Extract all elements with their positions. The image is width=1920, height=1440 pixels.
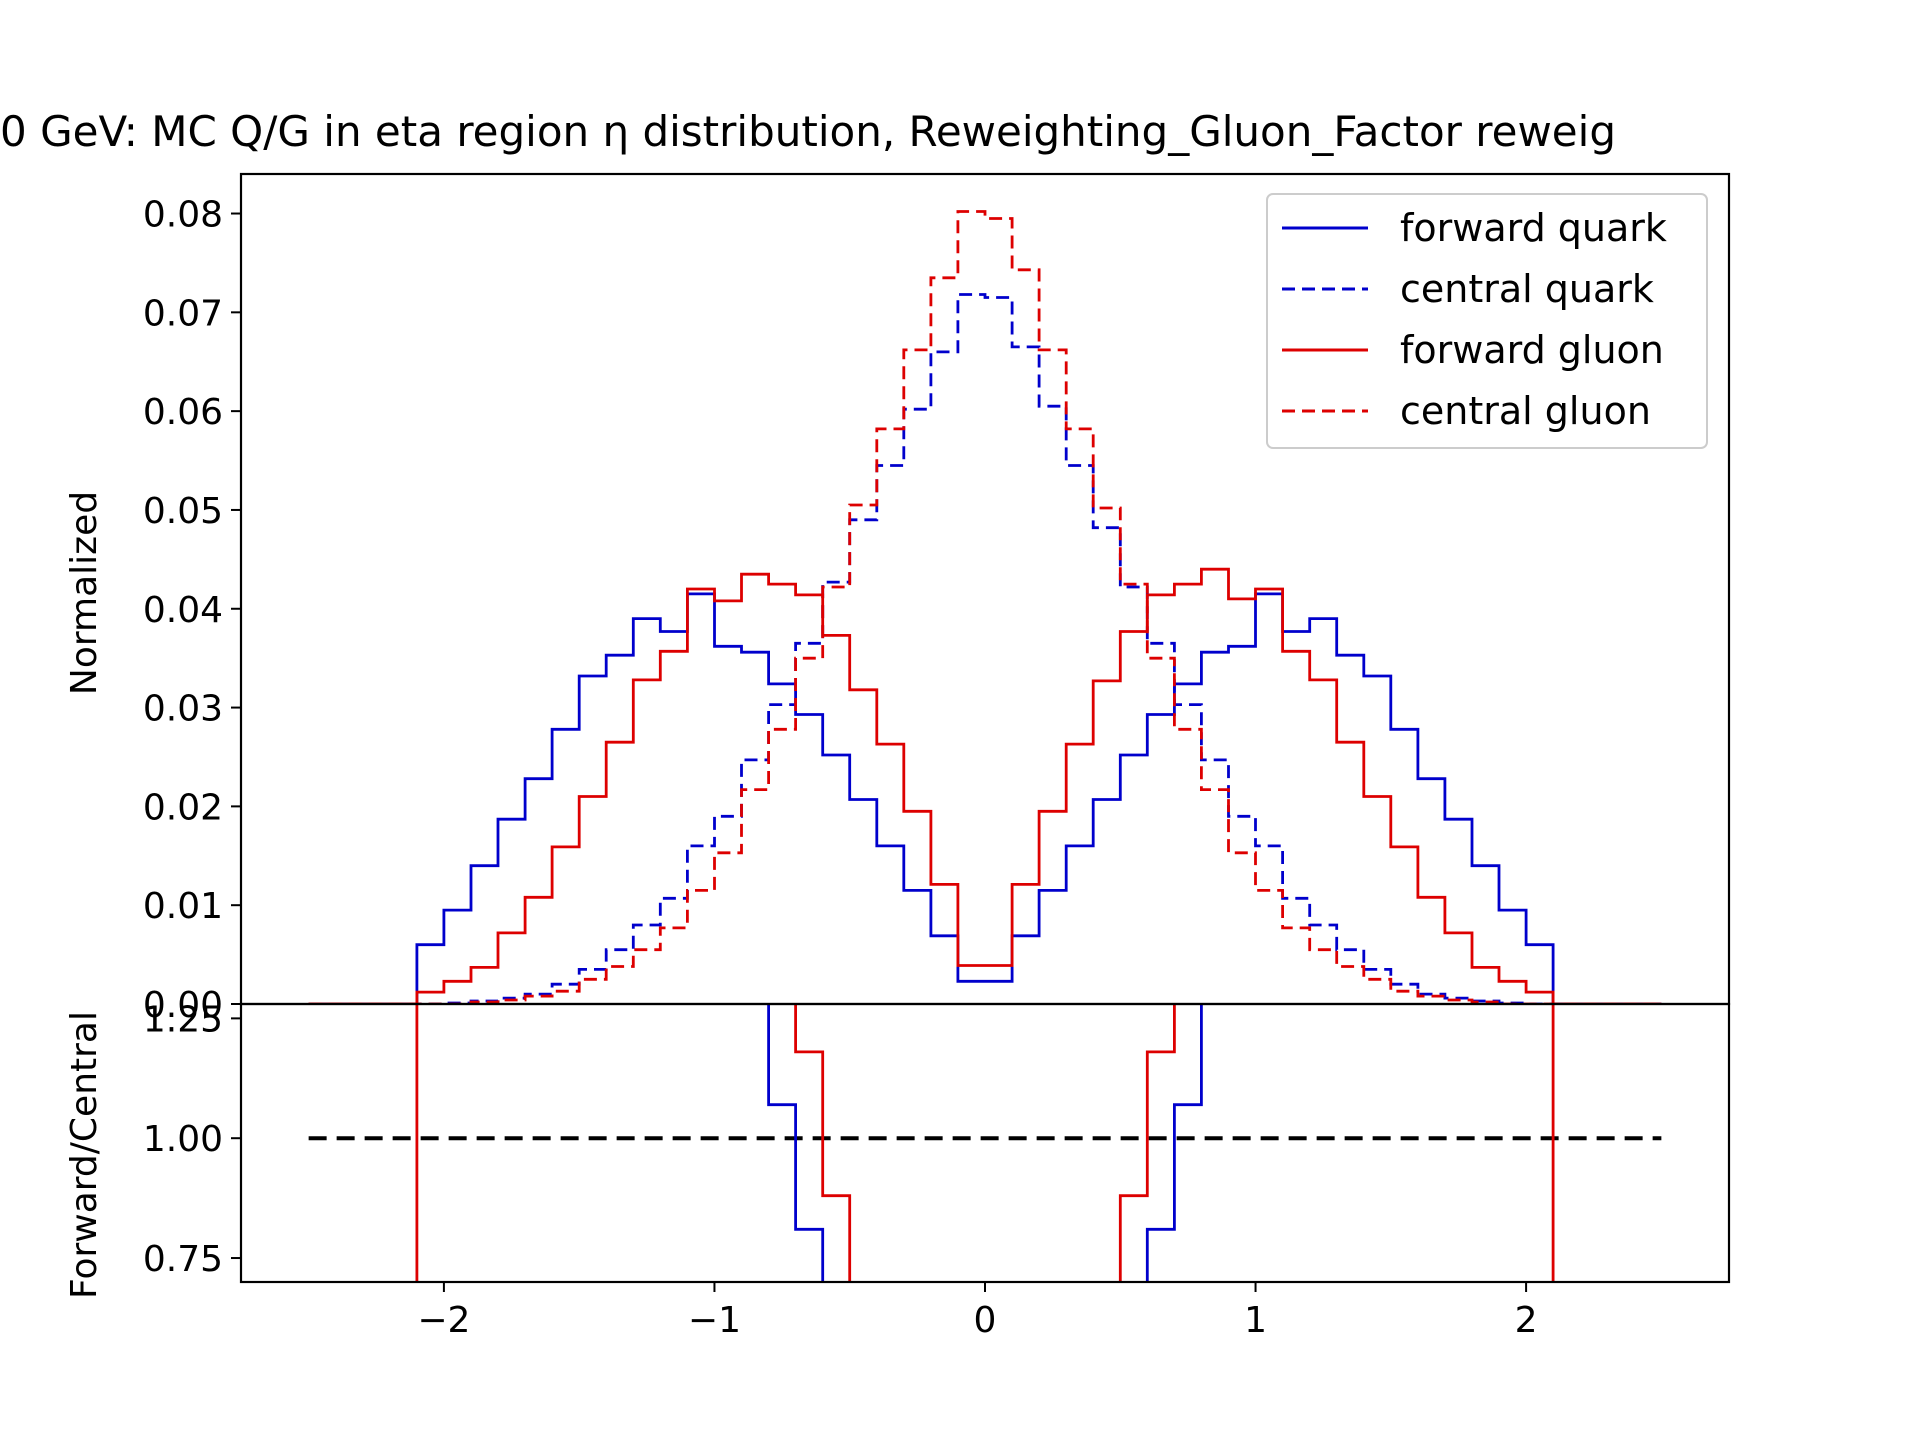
series-forward-gluon xyxy=(308,567,1662,1004)
series-forward-quark xyxy=(308,592,1662,1004)
legend-label: forward gluon xyxy=(1400,328,1664,372)
x-ticks: −2 −1 0 1 2 xyxy=(417,1282,1538,1341)
x-tick-label: −2 xyxy=(417,1300,470,1341)
bottom-y-ticks: 0.75 1.00 1.25 xyxy=(143,999,241,1280)
x-tick-label: 2 xyxy=(1515,1300,1538,1341)
legend: forward quark central quark forward gluon c… xyxy=(1266,193,1708,449)
y-tick-label: 0.07 xyxy=(143,293,223,334)
x-tick-label: −1 xyxy=(688,1300,741,1341)
y-tick-label: 0.75 xyxy=(143,1239,223,1280)
legend-box xyxy=(1266,193,1708,449)
y-tick-label: 0.01 xyxy=(143,886,223,927)
y-tick-label: 0.08 xyxy=(143,195,223,236)
ratio-forward-quark xyxy=(767,1004,825,1282)
ratio-forward-quark xyxy=(1145,1004,1203,1282)
legend-label: central quark xyxy=(1400,267,1654,311)
bottom-y-axis-label: Forward/Central xyxy=(64,1011,105,1299)
y-tick-label: 0.00 xyxy=(143,985,223,1026)
y-tick-label: 0.02 xyxy=(143,787,223,828)
ratio-forward-gluon xyxy=(794,1004,852,1282)
bottom-panel-series xyxy=(308,1004,1662,1282)
y-tick-label: 0.04 xyxy=(143,590,223,631)
y-tick-label: 1.25 xyxy=(143,999,223,1040)
y-tick-label: 1.00 xyxy=(143,1119,223,1160)
top-panel-series xyxy=(308,210,1662,1004)
x-tick-label: 1 xyxy=(1244,1300,1267,1341)
chart-title: 0 GeV: MC Q/G in eta region η distributi… xyxy=(0,107,1616,156)
y-tick-label: 0.05 xyxy=(143,491,223,532)
ratio-forward-gluon xyxy=(1118,1004,1176,1282)
legend-label: forward quark xyxy=(1400,206,1667,250)
top-y-axis-label: Normalized xyxy=(64,491,105,695)
y-tick-label: 0.06 xyxy=(143,392,223,433)
bottom-panel-frame xyxy=(239,1002,1731,1284)
x-tick-label: 0 xyxy=(974,1300,997,1341)
y-tick-label: 0.03 xyxy=(143,689,223,730)
top-y-ticks: 0.00 0.01 0.02 0.03 0.04 0.05 0.06 0.07 0.08 xyxy=(143,195,241,1026)
legend-label: central gluon xyxy=(1400,389,1651,433)
series-central-gluon xyxy=(308,210,1662,1004)
